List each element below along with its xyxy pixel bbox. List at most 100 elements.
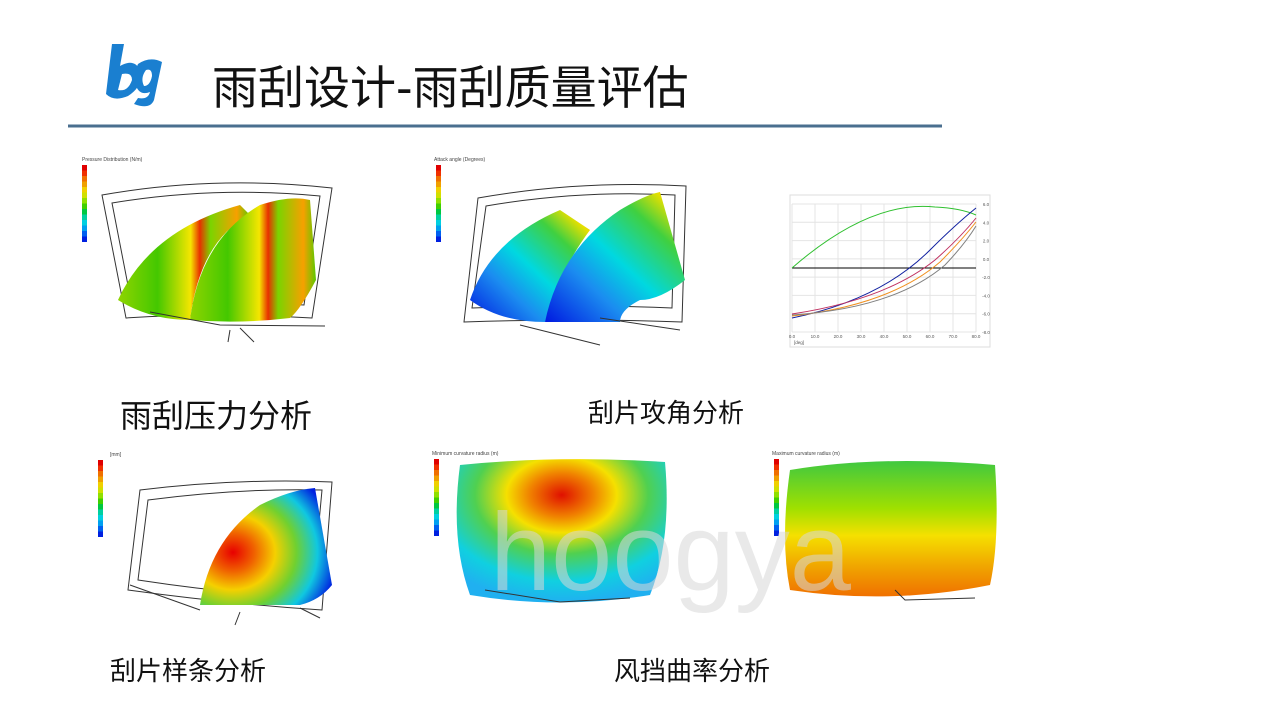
legend-swatch bbox=[98, 471, 103, 477]
legend-swatch bbox=[436, 187, 441, 193]
legend-swatch bbox=[434, 464, 439, 470]
legend-swatch bbox=[434, 519, 439, 525]
legend-swatch bbox=[436, 225, 441, 231]
plot-y-tick: -8.0 bbox=[982, 330, 990, 335]
image-title: [mm] bbox=[110, 452, 122, 458]
legend-swatch bbox=[436, 165, 441, 171]
caption: 刮片攻角分析 bbox=[588, 399, 744, 429]
legend-swatch bbox=[436, 181, 441, 187]
legend-swatch bbox=[434, 503, 439, 509]
legend-swatch bbox=[82, 225, 87, 231]
legend-swatch bbox=[98, 493, 103, 499]
max-curvature-image: Maximum curvature radius (m) bbox=[772, 451, 997, 601]
image-title: Minimum curvature radius (m) bbox=[432, 451, 499, 457]
plot-y-tick: 6.0 bbox=[983, 202, 990, 207]
legend-swatch bbox=[434, 508, 439, 514]
caption: 刮片样条分析 bbox=[110, 657, 266, 687]
legend-swatch bbox=[98, 460, 103, 466]
legend-swatch bbox=[434, 459, 439, 465]
legend-swatch bbox=[98, 526, 103, 532]
legend-swatch bbox=[82, 192, 87, 198]
min-curvature-image: Minimum curvature radius (m) bbox=[432, 451, 667, 603]
plot-y-tick: 4.0 bbox=[983, 220, 990, 225]
legend-swatch bbox=[82, 165, 87, 171]
legend-swatch bbox=[82, 170, 87, 176]
legend-swatch bbox=[774, 475, 779, 481]
legend-swatch bbox=[82, 198, 87, 204]
legend-swatch bbox=[98, 476, 103, 482]
legend-swatch bbox=[436, 220, 441, 226]
plot-y-tick: 2.0 bbox=[983, 239, 990, 244]
plot-y-tick: -6.0 bbox=[982, 312, 990, 317]
legend-swatch bbox=[774, 481, 779, 487]
image-title: Maximum curvature radius (m) bbox=[772, 451, 840, 457]
legend-swatch bbox=[82, 220, 87, 226]
legend-swatch bbox=[434, 514, 439, 520]
plot-y-tick: -4.0 bbox=[982, 293, 990, 298]
legend-swatch bbox=[436, 203, 441, 209]
legend-swatch bbox=[98, 504, 103, 510]
pressure-image: Pressure Distribution (N/m) bbox=[82, 157, 333, 343]
legend-swatch bbox=[436, 231, 441, 237]
plot-x-tick: 0.0 bbox=[789, 334, 796, 339]
legend-swatch bbox=[82, 209, 87, 215]
legend-swatch bbox=[98, 487, 103, 493]
legend-swatch bbox=[434, 530, 439, 536]
legend-swatch bbox=[436, 214, 441, 220]
spline-image: [mm] bbox=[98, 452, 333, 626]
legend-swatch bbox=[98, 531, 103, 537]
plot-y-tick: -2.0 bbox=[982, 275, 990, 280]
legend-swatch bbox=[434, 475, 439, 481]
legend-swatch bbox=[434, 497, 439, 503]
plot-x-tick: 60.0 bbox=[926, 334, 935, 339]
angle-plot: 0.0 10.0 20.0 30.0 40.0 50.0 60.0 70.0 80.0 6.0 4.… bbox=[789, 194, 991, 348]
legend-swatch bbox=[436, 176, 441, 182]
legend-swatch bbox=[434, 486, 439, 492]
legend-swatch bbox=[98, 520, 103, 526]
legend-swatch bbox=[436, 236, 441, 242]
plot-x-tick: 30.0 bbox=[857, 334, 866, 339]
legend-swatch bbox=[774, 486, 779, 492]
plot-x-tick: 40.0 bbox=[880, 334, 889, 339]
watermark: hoogya bbox=[490, 491, 852, 614]
legend-swatch bbox=[98, 465, 103, 471]
legend-swatch bbox=[774, 508, 779, 514]
legend-swatch bbox=[774, 530, 779, 536]
legend-swatch bbox=[434, 470, 439, 476]
legend-swatch bbox=[774, 514, 779, 520]
caption: 风挡曲率分析 bbox=[614, 657, 770, 687]
legend-swatch bbox=[82, 231, 87, 237]
legend-swatch bbox=[436, 209, 441, 215]
legend-swatch bbox=[434, 525, 439, 531]
legend-swatch bbox=[82, 214, 87, 220]
plot-x-tick: 80.0 bbox=[972, 334, 981, 339]
legend-swatch bbox=[98, 482, 103, 488]
logo bbox=[106, 44, 141, 99]
plot-x-tick: 70.0 bbox=[949, 334, 958, 339]
legend-swatch bbox=[82, 187, 87, 193]
legend-swatch bbox=[82, 236, 87, 242]
plot-x-tick: 10.0 bbox=[811, 334, 820, 339]
plot-x-tick: 50.0 bbox=[903, 334, 912, 339]
image-title: Attack angle (Degrees) bbox=[434, 157, 485, 163]
attack-angle-image: Attack angle (Degrees) bbox=[434, 157, 687, 346]
legend-swatch bbox=[774, 503, 779, 509]
legend-swatch bbox=[436, 170, 441, 176]
plot-x-unit: [deg] bbox=[794, 340, 804, 345]
legend-swatch bbox=[82, 181, 87, 187]
legend-swatch bbox=[774, 464, 779, 470]
legend-swatch bbox=[82, 203, 87, 209]
legend-swatch bbox=[774, 492, 779, 498]
legend-swatch bbox=[774, 525, 779, 531]
legend-swatch bbox=[774, 459, 779, 465]
plot-x-tick: 20.0 bbox=[834, 334, 843, 339]
legend-swatch bbox=[98, 509, 103, 515]
logo bbox=[134, 59, 162, 107]
legend-swatch bbox=[436, 192, 441, 198]
slide-title: 雨刮设计-雨刮质量评估 bbox=[212, 61, 689, 115]
legend-swatch bbox=[434, 492, 439, 498]
legend-swatch bbox=[774, 470, 779, 476]
plot-y-tick: 0.0 bbox=[983, 257, 990, 262]
legend-swatch bbox=[436, 198, 441, 204]
